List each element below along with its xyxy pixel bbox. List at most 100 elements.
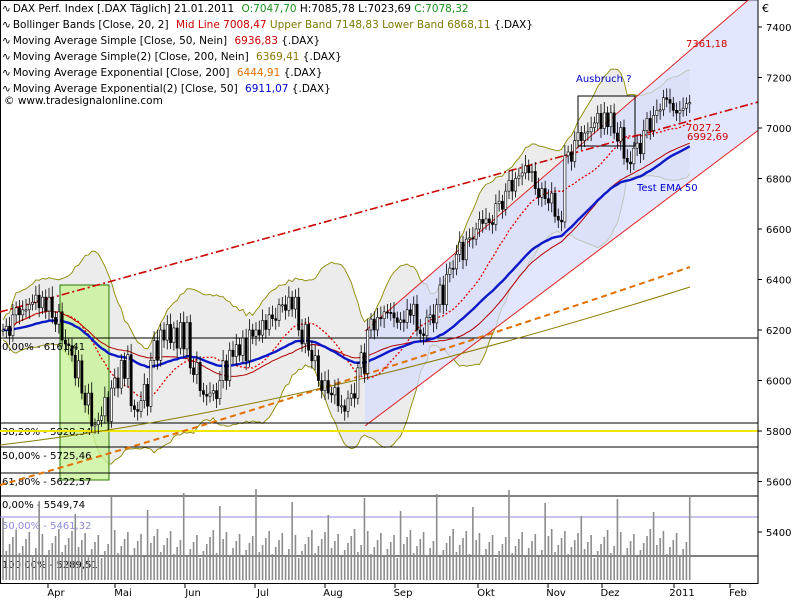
chart-legend: ∿ DAX Perf. Index [.DAX Täglich] 21.01.20… xyxy=(2,1,533,97)
candle-body xyxy=(267,314,271,330)
candle-body xyxy=(441,284,445,306)
candle-body xyxy=(425,317,429,336)
candle-body xyxy=(372,318,376,331)
annotation-upper-target: 7361,18 xyxy=(686,39,727,50)
volume-bar xyxy=(567,554,569,580)
candle-body xyxy=(665,97,669,100)
candle-body xyxy=(93,424,97,427)
candle-body xyxy=(24,309,28,312)
volume-bar xyxy=(656,545,658,580)
candle-body xyxy=(116,377,120,389)
candle-body xyxy=(635,142,639,149)
candle-body xyxy=(313,355,317,362)
volume-bar xyxy=(38,501,40,580)
legend-label: Moving Average Exponential [Close, 200] xyxy=(12,67,230,79)
candle-body xyxy=(110,387,113,422)
candle-body xyxy=(461,241,465,261)
candle-body xyxy=(556,216,560,221)
volume-bar xyxy=(304,544,307,580)
candle-body xyxy=(583,132,586,141)
legend-row: ∿ Moving Average Simple [Close, 50, Nein]… xyxy=(2,33,533,49)
volume-bar xyxy=(130,555,132,580)
candle-body xyxy=(537,188,540,198)
candle-body xyxy=(428,314,432,318)
volume-bar xyxy=(64,545,67,580)
y-tick-label: 6400 xyxy=(766,276,791,287)
volume-bar xyxy=(633,534,635,580)
volume-bar xyxy=(235,541,238,580)
candle-body xyxy=(645,118,649,131)
volume-bar xyxy=(301,551,303,580)
candle-body xyxy=(208,392,212,397)
x-tick-label: Apr xyxy=(47,588,65,599)
volume-bar xyxy=(458,545,461,580)
volume-bar xyxy=(90,549,93,580)
volume-bar xyxy=(606,530,609,580)
candle-body xyxy=(507,179,511,192)
volume-bar xyxy=(616,499,619,580)
legend-value: Lower Band 6868,11 xyxy=(382,19,491,31)
volume-bar xyxy=(587,542,589,580)
volume-bar xyxy=(5,551,8,580)
volume-bar xyxy=(435,494,438,580)
candle-body xyxy=(678,110,682,114)
candle-body xyxy=(27,303,31,311)
candle-body xyxy=(225,360,228,381)
candle-body xyxy=(195,362,199,375)
volume-bar xyxy=(317,546,320,580)
candle-body xyxy=(612,112,616,134)
volume-bar xyxy=(196,535,198,580)
candle-body xyxy=(553,192,557,217)
candle-body xyxy=(284,304,287,311)
volume-bar xyxy=(603,537,606,580)
candle-body xyxy=(50,296,54,318)
volume-bar xyxy=(28,532,31,580)
candle-body xyxy=(445,274,448,306)
volume-bar xyxy=(222,539,224,580)
x-tick-label: Aug xyxy=(323,588,343,599)
candle-body xyxy=(392,312,396,319)
volume-bar xyxy=(169,531,172,580)
volume-bar xyxy=(626,548,629,580)
candle-body xyxy=(497,200,501,205)
volume-bar xyxy=(248,543,251,580)
volume-bar xyxy=(682,549,684,580)
volume-bar xyxy=(87,556,90,580)
volume-bar xyxy=(265,538,267,580)
volume-bar xyxy=(21,546,24,580)
volume-bar xyxy=(544,503,546,580)
legend-value: H:7085,78 xyxy=(299,3,355,15)
legend-value: 6911,07 xyxy=(245,83,289,95)
candle-body xyxy=(182,322,186,350)
volume-bar xyxy=(488,542,491,580)
volume-bar xyxy=(189,549,192,580)
volume-bar xyxy=(215,553,218,580)
volume-bar xyxy=(15,530,17,580)
legend-value: Mid Line 7008,47 xyxy=(175,19,267,31)
volume-bar xyxy=(580,516,583,580)
volume-bar xyxy=(140,534,142,580)
candle-body xyxy=(336,387,340,407)
candle-body xyxy=(300,329,304,345)
volume-bar xyxy=(8,544,11,580)
candle-body xyxy=(501,200,504,210)
candle-body xyxy=(280,304,284,307)
volume-bar xyxy=(117,553,119,580)
volume-bar xyxy=(150,543,152,580)
volume-bar xyxy=(127,532,129,580)
volume-bar xyxy=(649,529,652,580)
candle-body xyxy=(573,140,577,162)
indicator-icon: ∿ xyxy=(2,3,11,15)
candle-body xyxy=(133,405,136,410)
candle-body xyxy=(438,284,442,306)
candle-body xyxy=(198,362,202,391)
sma-50-line xyxy=(2,142,690,377)
volume-bar xyxy=(67,538,70,580)
watermark-text: © www.tradesignalonline.com xyxy=(4,95,163,107)
indicator-icon: ∿ xyxy=(2,35,11,47)
volume-bar xyxy=(71,531,73,580)
candle-body xyxy=(652,115,655,131)
candle-body xyxy=(494,203,498,225)
legend-value: {.DAX} xyxy=(283,67,323,79)
volume-bar xyxy=(524,555,527,580)
